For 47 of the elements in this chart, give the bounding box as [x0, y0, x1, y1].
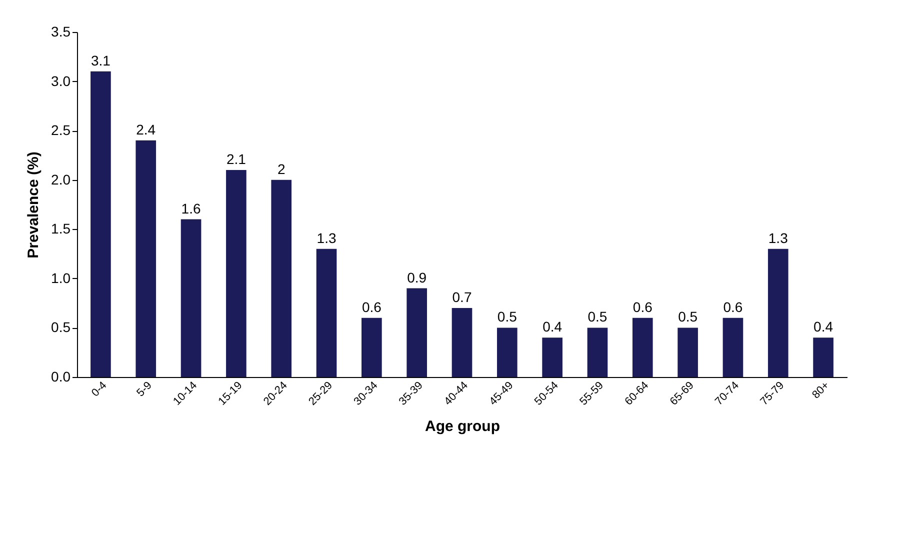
data-label: 0.6 — [632, 298, 653, 315]
bar — [587, 328, 608, 377]
y-axis-title: Prevalence (%) — [25, 152, 42, 258]
data-label: 0.4 — [542, 318, 562, 335]
bar — [271, 180, 292, 377]
data-label: 0.5 — [588, 308, 608, 325]
y-tick-label: 0.0 — [51, 368, 71, 384]
x-tick-label: 5-9 — [134, 380, 154, 400]
bar — [90, 71, 111, 377]
y-tick-label: 3.0 — [51, 72, 71, 89]
data-label: 0.6 — [723, 298, 743, 315]
y-tick-label: 2.0 — [51, 171, 71, 188]
bar — [226, 170, 246, 377]
data-label: 2 — [277, 160, 286, 177]
y-tick-label: 1.5 — [51, 220, 71, 237]
data-label: 1.3 — [316, 230, 336, 246]
data-label: 1.3 — [768, 230, 788, 246]
data-label: 3.1 — [90, 52, 111, 68]
y-tick-label: 2.5 — [51, 122, 71, 138]
y-tick-label: 3.5 — [51, 24, 71, 40]
bar — [406, 288, 427, 377]
bar — [362, 318, 382, 377]
bar — [452, 308, 472, 377]
bar — [722, 318, 744, 377]
y-tick-label: 0.5 — [51, 319, 71, 336]
data-label: 0.9 — [407, 269, 427, 286]
bar — [768, 248, 788, 377]
data-label: 0.5 — [497, 308, 518, 325]
bar — [497, 328, 518, 377]
bar — [180, 219, 202, 377]
data-label: 1.6 — [181, 200, 201, 216]
data-label: 0.7 — [452, 289, 472, 305]
data-label: 0.4 — [814, 318, 834, 335]
bar — [678, 328, 698, 377]
bar — [542, 338, 562, 377]
data-label: 0.6 — [362, 298, 382, 315]
bar — [136, 140, 156, 377]
x-axis-title: Age group — [425, 418, 500, 436]
data-label: 2.1 — [226, 151, 246, 167]
y-tick-label: 1.0 — [51, 270, 71, 286]
x-tick-label: 0-4 — [89, 380, 110, 400]
x-tick-label: 80+ — [810, 380, 832, 402]
bar — [316, 248, 337, 377]
bar — [632, 318, 653, 377]
data-label: 2.4 — [136, 121, 156, 138]
data-label: 0.5 — [678, 308, 698, 325]
bar — [813, 338, 834, 377]
